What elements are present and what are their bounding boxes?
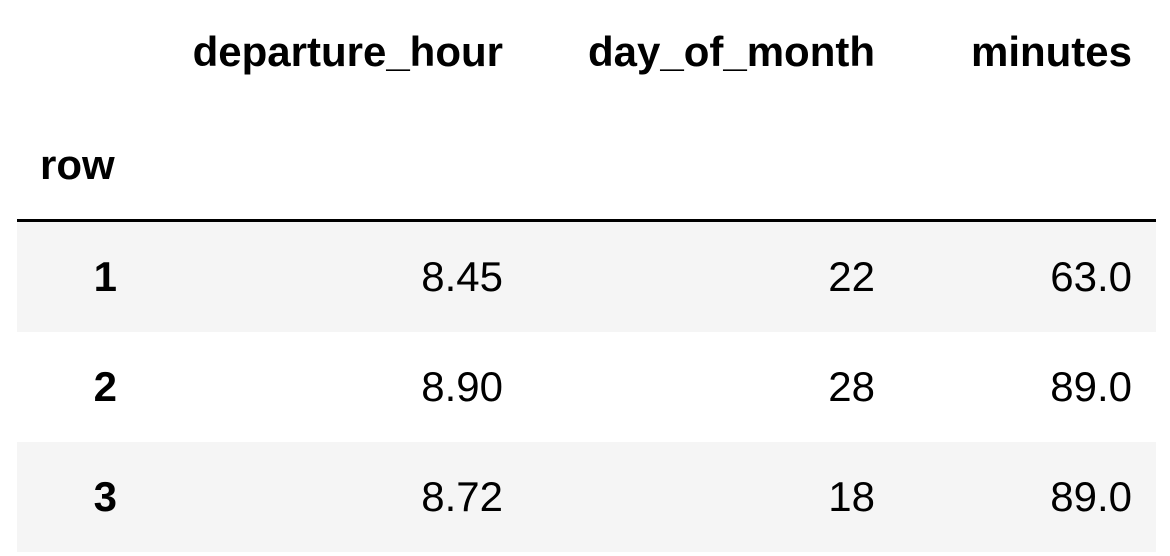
index-name-row-blank xyxy=(147,110,527,222)
table-header: departure_hour day_of_month minutes row xyxy=(17,0,1156,222)
cell-day-of-month: 18 xyxy=(828,473,875,520)
column-header-minutes: minutes xyxy=(970,28,1132,75)
column-header-departure-hour: departure_hour xyxy=(192,28,503,75)
index-name-row-blank xyxy=(527,110,899,222)
table-row: 1 8.45 22 63.0 xyxy=(17,220,1156,332)
row-index-cell: 2 xyxy=(93,363,117,410)
row-index-cell: 1 xyxy=(93,253,117,300)
row-index-cell: 3 xyxy=(93,473,117,520)
dataframe-table: departure_hour day_of_month minutes row … xyxy=(17,0,1156,552)
table-row: 3 8.72 18 89.0 xyxy=(17,442,1156,552)
dataframe-container: departure_hour day_of_month minutes row … xyxy=(17,0,1156,556)
table-row: 2 8.90 28 89.0 xyxy=(17,332,1156,442)
cell-departure-hour: 8.90 xyxy=(421,363,503,410)
index-name-row: row xyxy=(17,110,1156,222)
table-body: 1 8.45 22 63.0 2 8.90 28 89.0 3 8.72 18 … xyxy=(17,220,1156,552)
column-header-day-of-month: day_of_month xyxy=(587,28,875,75)
cell-minutes: 89.0 xyxy=(1050,363,1132,410)
column-header-row: departure_hour day_of_month minutes xyxy=(17,0,1156,110)
cell-departure-hour: 8.45 xyxy=(421,253,503,300)
index-name-label: row xyxy=(17,110,147,222)
cell-day-of-month: 22 xyxy=(828,253,875,300)
corner-blank-cell xyxy=(17,0,147,110)
cell-minutes: 89.0 xyxy=(1050,473,1132,520)
cell-minutes: 63.0 xyxy=(1050,253,1132,300)
cell-departure-hour: 8.72 xyxy=(421,473,503,520)
index-name-row-blank xyxy=(899,110,1156,222)
cell-day-of-month: 28 xyxy=(828,363,875,410)
